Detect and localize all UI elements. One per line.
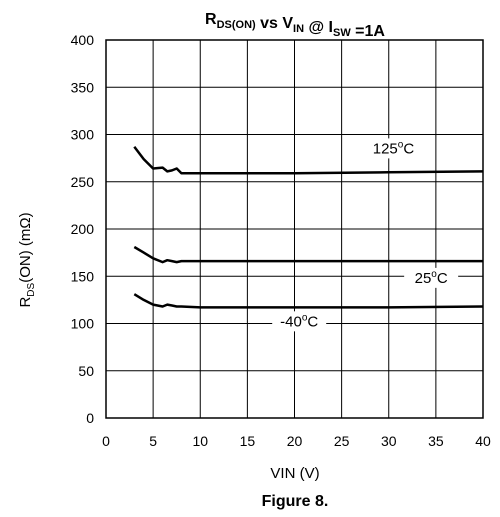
chart-title-part-3: =1A bbox=[351, 23, 386, 40]
series-line-2 bbox=[133, 293, 484, 309]
x-tick-labels: 0 5 10 15 20 25 30 35 40 bbox=[102, 433, 491, 449]
figure-caption: Figure 8. bbox=[262, 493, 329, 510]
plot-frame bbox=[105, 39, 484, 419]
chart-title-part-2: @ I bbox=[304, 19, 333, 36]
y-axis-title-sub: DS bbox=[26, 282, 37, 296]
x-tick-label-5: 25 bbox=[334, 433, 350, 449]
series-label-sup-2: o bbox=[302, 312, 308, 323]
y-tick-label-5: 250 bbox=[71, 174, 95, 190]
x-tick-label-3: 15 bbox=[240, 433, 256, 449]
series-label-1: 25oC bbox=[415, 269, 448, 287]
series-label-unit-1: C bbox=[437, 270, 448, 287]
x-tick-label-7: 35 bbox=[428, 433, 444, 449]
x-axis-title: VIN (V) bbox=[270, 465, 319, 482]
series-label-base-0: 125 bbox=[373, 140, 398, 157]
series-line-1 bbox=[133, 245, 483, 264]
y-tick-label-2: 100 bbox=[71, 316, 95, 332]
x-tick-label-2: 10 bbox=[192, 433, 208, 449]
chart-title-sub-0: DS(ON) bbox=[217, 19, 256, 31]
series-line-0 bbox=[133, 146, 484, 175]
chart-title-part-1: vs V bbox=[256, 15, 294, 32]
series-label-2: -40oC bbox=[280, 312, 318, 330]
x-tick-label-0: 0 bbox=[102, 433, 110, 449]
series-label-sup-0: o bbox=[398, 139, 404, 150]
chart-title: RDS(ON) vs VIN @ ISW =1A bbox=[205, 11, 385, 40]
x-tick-label-6: 30 bbox=[381, 433, 397, 449]
series-label-base-1: 25 bbox=[415, 270, 432, 287]
y-axis-title-main: R bbox=[17, 297, 34, 308]
y-axis-title-rest: (ON) (mΩ) bbox=[17, 212, 34, 282]
series-label-0: 125oC bbox=[373, 139, 415, 157]
series-label-bg-2 bbox=[272, 311, 327, 332]
chart-title-part-0: R bbox=[205, 11, 217, 28]
y-tick-label-3: 150 bbox=[71, 268, 95, 284]
y-tick-labels: 0 50 100 150 200 250 300 350 400 bbox=[71, 32, 95, 426]
x-tick-label-1: 5 bbox=[149, 433, 157, 449]
y-tick-label-1: 50 bbox=[78, 363, 94, 379]
series-label-unit-2: C bbox=[307, 313, 318, 330]
x-tick-label-8: 40 bbox=[475, 433, 491, 449]
series-label-unit-0: C bbox=[403, 140, 414, 157]
series-label-sup-1: o bbox=[431, 269, 437, 280]
series-label-base-2: -40 bbox=[280, 313, 302, 330]
chart-title-sub-1: IN bbox=[293, 23, 304, 35]
x-tick-label-4: 20 bbox=[287, 433, 303, 449]
y-tick-label-4: 200 bbox=[71, 221, 95, 237]
chart-title-sub-2: SW bbox=[333, 27, 351, 39]
y-tick-label-0: 0 bbox=[86, 410, 94, 426]
y-tick-label-6: 300 bbox=[71, 127, 95, 143]
y-tick-label-8: 400 bbox=[71, 32, 95, 48]
series-label-bg-1 bbox=[404, 267, 459, 288]
series-label-bg-0 bbox=[366, 138, 421, 159]
y-tick-label-7: 350 bbox=[71, 79, 95, 95]
grid bbox=[105, 39, 484, 419]
y-axis-title: RDS(ON) (mΩ) bbox=[17, 212, 37, 307]
